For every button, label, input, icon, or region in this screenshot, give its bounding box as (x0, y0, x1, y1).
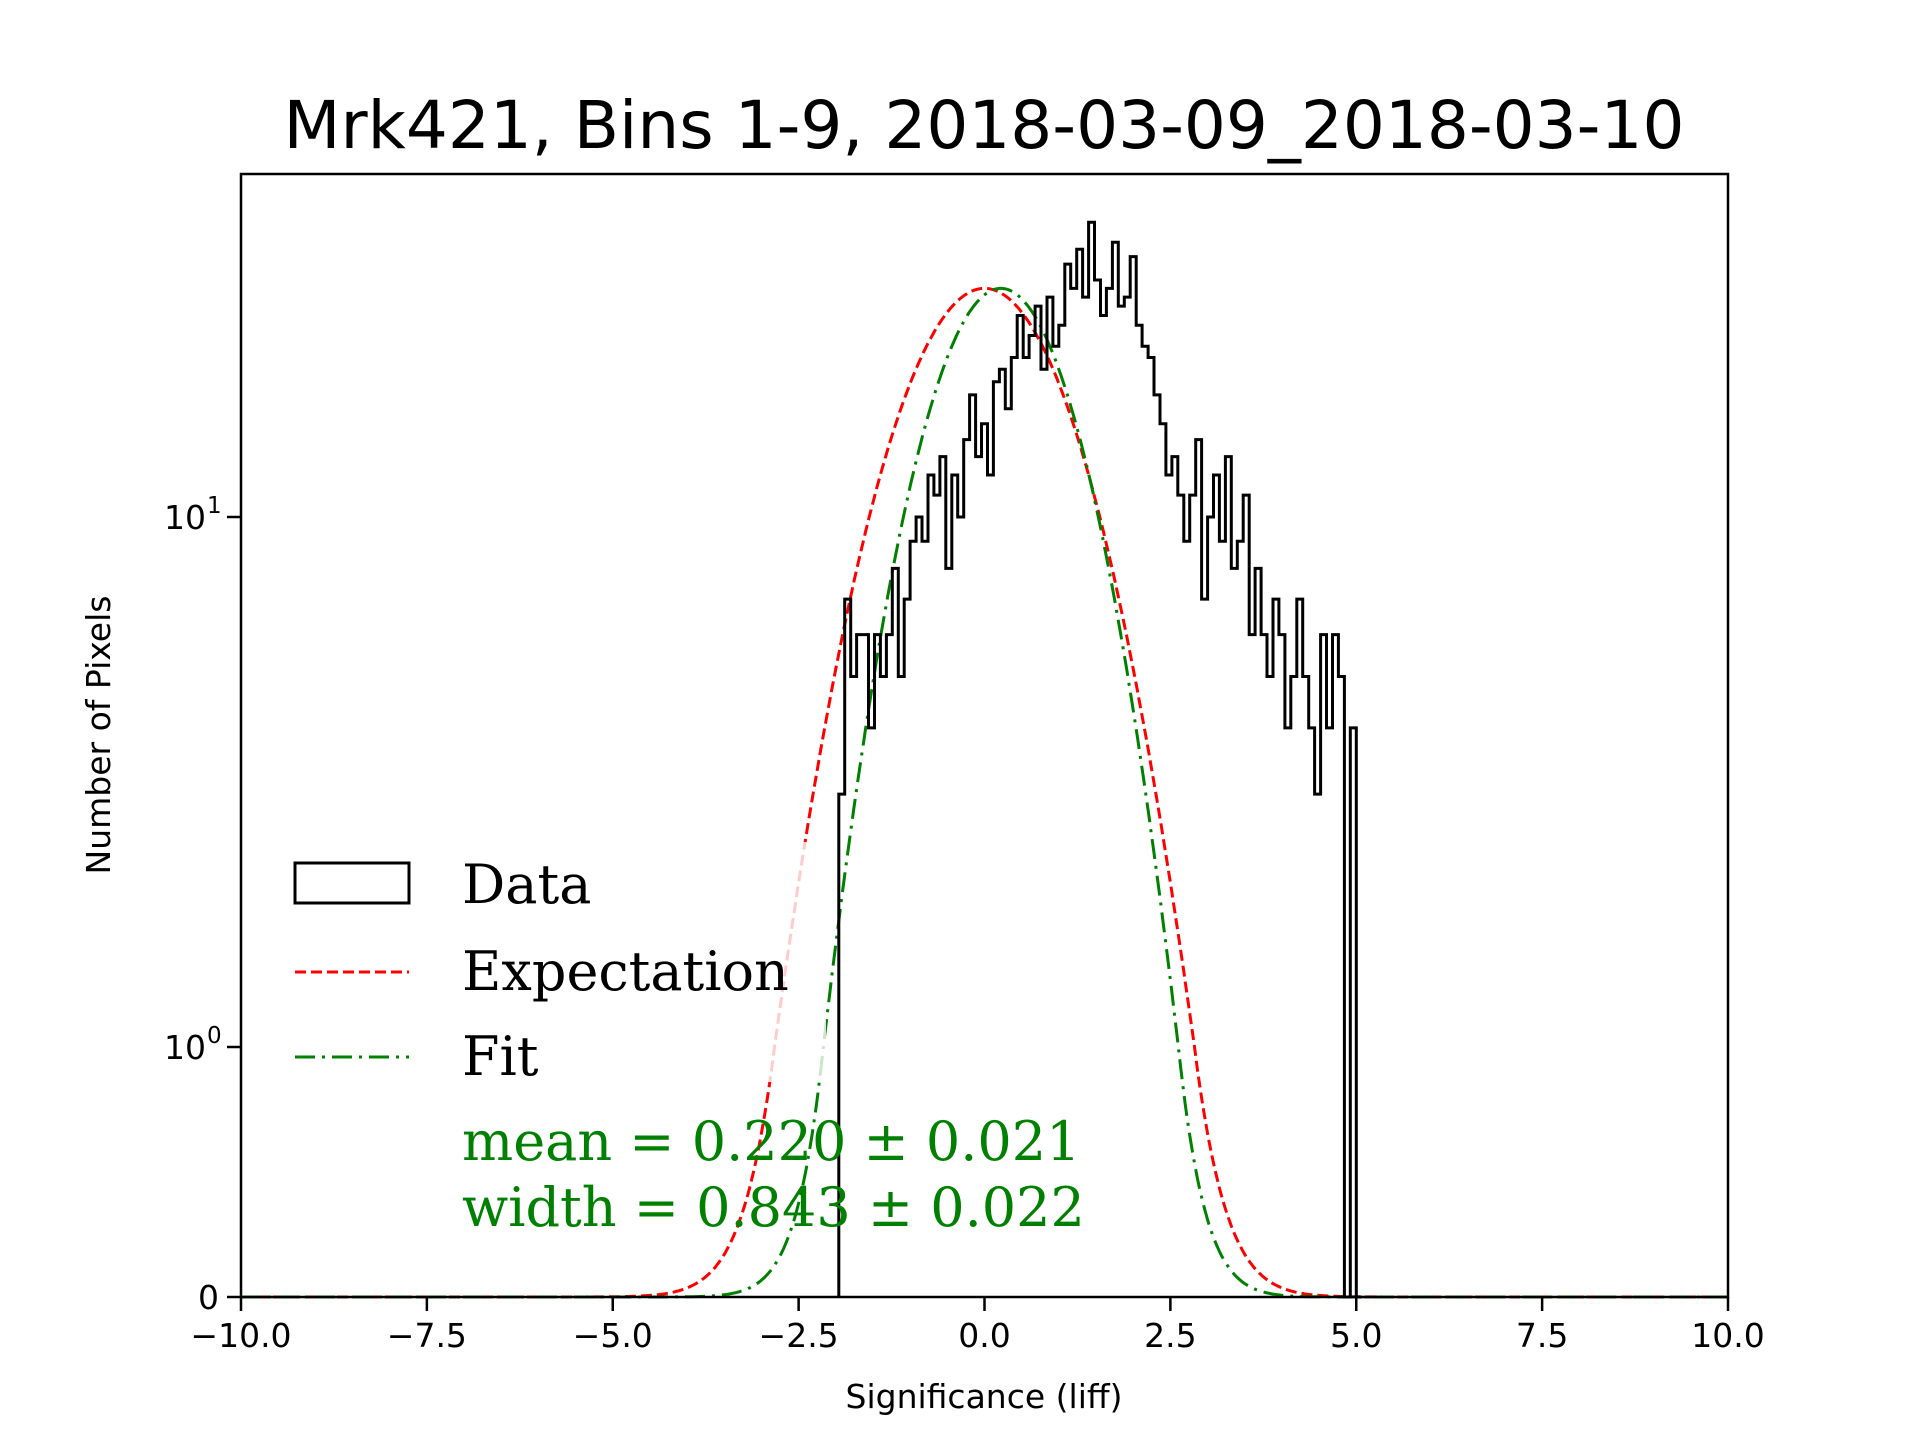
x-tick-label: −10.0 (190, 1316, 291, 1355)
x-tick-label: 10.0 (1691, 1316, 1764, 1355)
x-axis-label: Significance (liff) (846, 1377, 1123, 1416)
y-tick-label: 10 (164, 1028, 206, 1067)
y-axis-label: Number of Pixels (79, 596, 118, 875)
x-tick-label: −7.5 (387, 1316, 467, 1355)
histogram-outline (837, 220, 1363, 1299)
x-tick-label: 2.5 (1144, 1316, 1196, 1355)
chart-title: Mrk421, Bins 1-9, 2018-03-09_2018-03-10 (284, 87, 1685, 164)
y-tick-label: 0 (198, 1278, 219, 1317)
x-tick-label: 7.5 (1516, 1316, 1568, 1355)
annotation-mean: mean = 0.220 ± 0.021 (462, 1110, 1080, 1173)
y-tick-exponent: 1 (207, 493, 222, 519)
x-tick-label: 5.0 (1330, 1316, 1382, 1355)
x-tick-label: 0.0 (958, 1316, 1010, 1355)
legend-label-fit: Fit (462, 1025, 539, 1088)
data-histogram (837, 220, 1363, 1299)
legend-background (276, 842, 826, 1082)
legend: Data Expectation Fit (276, 842, 826, 1088)
legend-label-data: Data (462, 853, 591, 916)
x-axis-ticks: −10.0 −7.5 −5.0 −2.5 0.0 2.5 5.0 7.5 10.0 (190, 1297, 1765, 1355)
legend-data-swatch (293, 861, 411, 905)
x-tick-label: −5.0 (573, 1316, 653, 1355)
x-tick-label: −2.5 (759, 1316, 839, 1355)
curve-fit (241, 286, 1728, 1299)
y-tick-label: 10 (164, 498, 206, 537)
legend-label-expectation: Expectation (462, 940, 789, 1003)
annotation-width: width = 0.843 ± 0.022 (462, 1176, 1085, 1239)
y-tick-exponent: 0 (207, 1023, 222, 1049)
